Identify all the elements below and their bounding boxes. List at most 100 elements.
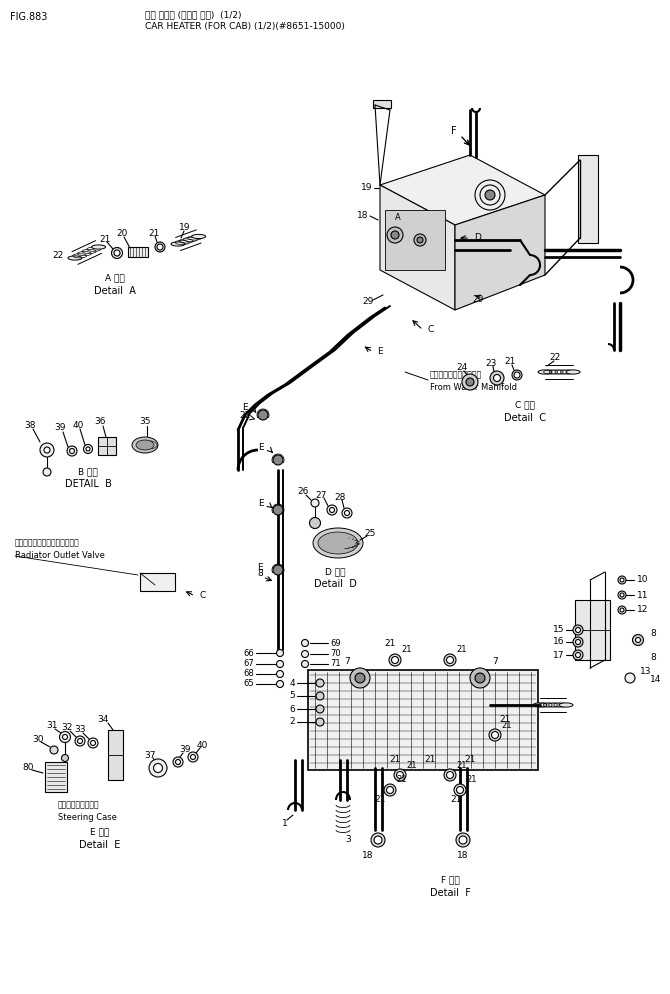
Circle shape [111, 248, 123, 258]
Text: 6: 6 [289, 705, 295, 714]
Text: 5: 5 [289, 692, 295, 701]
Circle shape [75, 736, 85, 746]
Text: A 詳細: A 詳細 [105, 273, 125, 282]
Circle shape [620, 608, 624, 612]
Circle shape [67, 446, 77, 456]
Polygon shape [380, 185, 455, 310]
Circle shape [355, 673, 365, 683]
Circle shape [444, 769, 456, 781]
Circle shape [492, 732, 498, 739]
Text: 12: 12 [637, 605, 649, 614]
Text: 21: 21 [450, 795, 462, 804]
Circle shape [576, 639, 580, 644]
Text: 16: 16 [553, 637, 564, 646]
Circle shape [316, 679, 324, 687]
Text: 22: 22 [239, 411, 251, 419]
Circle shape [277, 671, 283, 678]
Text: 18: 18 [356, 211, 368, 220]
Text: 21: 21 [397, 775, 407, 784]
Circle shape [330, 508, 334, 513]
Circle shape [514, 372, 520, 378]
Text: 21: 21 [375, 795, 386, 804]
Text: 21: 21 [99, 235, 111, 244]
Polygon shape [380, 155, 545, 225]
Text: 23: 23 [485, 359, 496, 368]
Circle shape [636, 637, 641, 642]
Ellipse shape [136, 440, 154, 450]
Circle shape [70, 448, 74, 453]
Text: E: E [243, 404, 248, 413]
Circle shape [620, 578, 624, 582]
Text: D 詳細: D 詳細 [325, 568, 345, 577]
Circle shape [632, 634, 643, 645]
Circle shape [444, 654, 456, 666]
Text: 30: 30 [32, 736, 44, 745]
Text: 22: 22 [52, 250, 64, 259]
Circle shape [466, 378, 474, 386]
Text: Steering Case: Steering Case [58, 812, 117, 821]
Text: 13: 13 [640, 668, 651, 677]
Circle shape [44, 447, 50, 453]
Text: 27: 27 [316, 490, 327, 500]
Text: Detail  C: Detail C [504, 413, 546, 423]
Circle shape [157, 244, 163, 250]
Text: 29: 29 [362, 297, 374, 306]
Text: C 詳細: C 詳細 [515, 401, 535, 410]
Circle shape [302, 660, 308, 668]
Circle shape [573, 650, 583, 660]
Text: 40: 40 [72, 420, 84, 429]
Ellipse shape [559, 703, 573, 707]
Circle shape [344, 511, 350, 516]
Text: FIG.883: FIG.883 [10, 12, 48, 22]
Text: 21: 21 [467, 775, 477, 784]
Text: 71: 71 [330, 659, 340, 669]
Text: 15: 15 [553, 625, 564, 634]
Circle shape [188, 752, 198, 762]
Circle shape [371, 833, 385, 847]
Text: 21: 21 [389, 755, 401, 764]
Ellipse shape [533, 703, 547, 707]
Bar [128, 247, 148, 257]
Text: E: E [257, 564, 263, 573]
Text: ステアリングケース: ステアリングケース [58, 800, 100, 809]
Circle shape [50, 746, 58, 754]
Text: A: A [395, 214, 401, 223]
Text: 38: 38 [24, 420, 36, 429]
Text: 35: 35 [139, 417, 151, 426]
Text: F 詳細: F 詳細 [441, 876, 460, 885]
Circle shape [327, 505, 337, 515]
Circle shape [350, 668, 370, 688]
Ellipse shape [538, 370, 552, 374]
Bar [98, 437, 116, 455]
Text: 21: 21 [457, 760, 467, 769]
Circle shape [620, 593, 624, 597]
Text: E: E [377, 348, 383, 357]
Text: Detail  A: Detail A [94, 286, 136, 296]
Circle shape [397, 771, 403, 778]
Circle shape [387, 227, 403, 243]
Ellipse shape [566, 370, 580, 374]
Text: 7: 7 [344, 657, 350, 667]
Text: E: E [259, 500, 264, 509]
Text: 19: 19 [180, 224, 191, 233]
Circle shape [84, 444, 92, 453]
Text: 20: 20 [117, 230, 128, 239]
Bar [140, 573, 175, 591]
Text: 18: 18 [457, 851, 469, 860]
Circle shape [316, 705, 324, 713]
Text: 66: 66 [243, 648, 254, 657]
Circle shape [78, 739, 82, 744]
Circle shape [454, 784, 466, 796]
Circle shape [88, 738, 98, 748]
Text: 3: 3 [345, 836, 351, 845]
Text: 39: 39 [180, 746, 191, 754]
Circle shape [60, 732, 70, 743]
Text: 25: 25 [364, 529, 376, 538]
Circle shape [573, 625, 583, 635]
Text: カー ヒータ (キャブ ヨウ)  (1/2): カー ヒータ (キャブ ヨウ) (1/2) [145, 10, 241, 19]
Circle shape [576, 627, 580, 632]
Text: 8: 8 [257, 570, 263, 579]
Circle shape [149, 759, 167, 777]
Text: ウォータマニホールから: ウォータマニホールから [430, 371, 482, 380]
Circle shape [618, 606, 626, 614]
